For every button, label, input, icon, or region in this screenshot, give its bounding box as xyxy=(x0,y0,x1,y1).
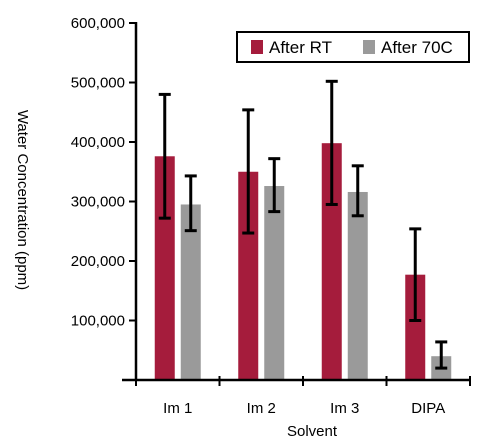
y-tick-label: 400,000 xyxy=(71,134,125,151)
y-axis: 100,000 200,000 300,000 400,000 500,000 600,0… xyxy=(71,15,138,380)
y-tick-label: 200,000 xyxy=(71,253,125,270)
legend-item: After 70C xyxy=(363,38,453,57)
y-tick-label: 300,000 xyxy=(71,194,125,211)
legend-box xyxy=(236,31,470,63)
legend-item: After RT xyxy=(251,38,332,57)
x-tick-label: Im 2 xyxy=(247,400,276,417)
x-axis-title: Solvent xyxy=(287,423,338,437)
x-axis: Im 1 Im 2 Im 3 DIPA xyxy=(122,376,471,417)
error-bar xyxy=(242,108,255,235)
bar xyxy=(154,156,175,380)
bar xyxy=(321,143,342,380)
bar xyxy=(180,204,201,380)
bar xyxy=(405,274,426,380)
error-bar xyxy=(435,340,448,370)
bar xyxy=(347,191,368,380)
y-tick-label: 500,000 xyxy=(71,75,125,92)
plot-area xyxy=(154,79,452,380)
y-tick-label: 100,000 xyxy=(71,313,125,330)
x-tick-label: Im 3 xyxy=(330,400,359,417)
error-bar xyxy=(409,227,422,322)
bar xyxy=(238,171,259,380)
error-bar xyxy=(268,157,281,214)
legend-swatch xyxy=(363,40,375,54)
legend-label: After RT xyxy=(269,38,332,57)
legend: After RT After 70C xyxy=(236,31,470,63)
y-tick-label: 600,000 xyxy=(71,15,125,32)
error-bar xyxy=(325,79,338,206)
x-tick-label: DIPA xyxy=(411,400,445,417)
x-tick-label: Im 1 xyxy=(163,400,192,417)
error-bar xyxy=(158,92,171,220)
legend-label: After 70C xyxy=(381,38,453,57)
legend-swatch xyxy=(251,40,263,54)
error-bar xyxy=(184,174,197,233)
y-axis-title: Water Concentration (ppm) xyxy=(14,110,31,290)
error-bar xyxy=(351,164,364,218)
bar xyxy=(264,186,285,380)
